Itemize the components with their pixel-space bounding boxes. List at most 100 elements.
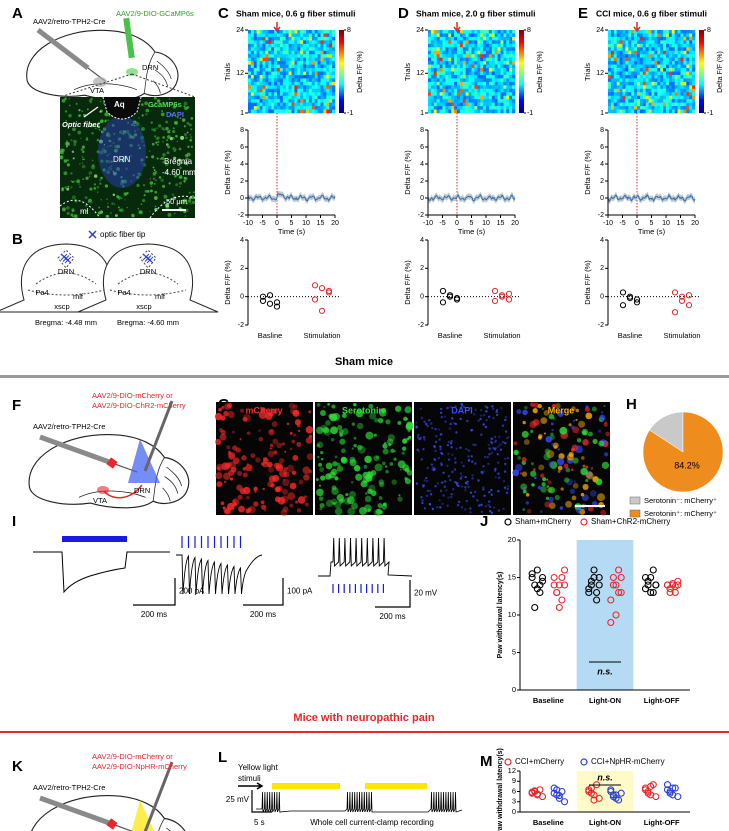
micrograph-cell xyxy=(165,161,168,164)
micrograph-cell xyxy=(434,440,438,444)
heatmap-image xyxy=(660,74,664,79)
heatmap-image xyxy=(282,36,286,41)
micrograph-cell xyxy=(585,471,594,480)
heatmap-image xyxy=(459,50,464,55)
heatmap-image xyxy=(506,68,510,72)
label: Aq xyxy=(114,100,125,109)
micrograph-cell xyxy=(447,496,450,499)
heatmap-image xyxy=(628,109,632,114)
heatmap-image xyxy=(442,61,446,65)
micrograph-cell xyxy=(98,206,101,209)
heatmap-image xyxy=(509,43,513,48)
heatmap-image xyxy=(308,61,313,65)
heatmap-image xyxy=(439,54,443,58)
heatmap-image xyxy=(274,88,278,93)
dot xyxy=(259,293,267,300)
heatmap-image xyxy=(306,81,310,86)
micrograph-cell xyxy=(375,508,382,515)
heatmap-image xyxy=(663,40,667,45)
micrograph-cell xyxy=(421,499,424,502)
heatmap-image xyxy=(651,106,655,110)
dot xyxy=(612,791,620,799)
heatmap-image xyxy=(268,68,272,72)
tick-label: 0 xyxy=(455,220,459,227)
micrograph-cell xyxy=(172,105,177,109)
heatmap-image xyxy=(671,88,675,93)
heatmap-image xyxy=(259,71,263,76)
micrograph-cell xyxy=(269,447,272,450)
heatmap-image xyxy=(282,74,286,79)
heatmap-image xyxy=(486,57,490,62)
heatmap-image xyxy=(668,43,673,48)
micrograph-cell xyxy=(357,444,363,451)
heatmap-image xyxy=(477,54,481,58)
heatmap-image xyxy=(512,88,516,93)
heatmap-image xyxy=(306,57,310,62)
heatmap-image xyxy=(660,30,664,34)
heatmap-image xyxy=(654,47,658,52)
heatmap-image xyxy=(494,50,498,55)
colorbar xyxy=(699,30,704,113)
micrograph-cell xyxy=(474,443,477,447)
heatmap-image xyxy=(433,74,437,79)
heatmap-image xyxy=(480,57,484,62)
tick-label: -5 xyxy=(439,220,445,227)
heatmap-image xyxy=(271,92,275,97)
heatmap-image xyxy=(317,40,321,45)
heatmap-image xyxy=(494,64,498,69)
heatmap-image xyxy=(639,88,644,93)
heatmap-image xyxy=(248,61,252,65)
micrograph-cell xyxy=(291,439,296,444)
micrograph-cell xyxy=(91,132,94,135)
micrograph-cell xyxy=(183,125,186,128)
optic-fiber xyxy=(143,400,174,472)
micrograph-cell xyxy=(237,470,243,476)
micrograph-cell xyxy=(546,478,549,481)
heatmap-image xyxy=(459,81,464,86)
heatmap-image xyxy=(442,95,446,100)
micrograph-cell xyxy=(484,425,488,429)
heatmap-image xyxy=(506,78,510,83)
micrograph-cell xyxy=(98,128,101,131)
dot xyxy=(674,793,682,801)
micrograph-cell xyxy=(122,133,125,136)
heatmap-image xyxy=(465,99,469,103)
heatmap-image xyxy=(428,43,432,48)
micrograph-cell xyxy=(501,441,505,444)
heatmap-image xyxy=(323,30,327,34)
micrograph-cell xyxy=(460,461,463,464)
heatmap-image xyxy=(474,99,478,103)
heatmap-image xyxy=(686,61,690,65)
micrograph-cell xyxy=(565,500,572,508)
heatmap-image xyxy=(651,88,655,93)
micrograph-cell xyxy=(503,470,507,473)
heatmap-image xyxy=(265,47,269,52)
heatmap-image xyxy=(648,50,652,55)
micrograph-cell xyxy=(172,147,176,151)
micrograph-cell xyxy=(66,187,70,191)
micrograph-cell xyxy=(188,197,192,200)
micrograph-cell xyxy=(315,478,319,481)
dot xyxy=(685,302,693,309)
heatmap-image xyxy=(488,92,493,97)
heatmap-image xyxy=(503,64,507,69)
micrograph-cell xyxy=(487,500,491,503)
micrograph-cell xyxy=(165,126,169,131)
micrograph-cell xyxy=(406,470,413,476)
heatmap-image xyxy=(654,61,658,65)
heatmap-image xyxy=(480,109,484,114)
micrograph-cell xyxy=(155,141,158,144)
heatmap-image xyxy=(248,78,252,83)
heatmap-image xyxy=(622,43,626,48)
micrograph-cell xyxy=(568,423,572,427)
heatmap-image xyxy=(491,43,495,48)
heatmap-image xyxy=(634,57,638,62)
micrograph-cell xyxy=(557,410,564,417)
heatmap-image xyxy=(642,43,646,48)
micrograph-cell xyxy=(276,485,283,492)
micrograph-cell xyxy=(416,448,419,451)
heatmap-image xyxy=(326,109,330,114)
heatmap-image xyxy=(651,30,655,34)
heatmap-image xyxy=(616,92,620,97)
heatmap-image xyxy=(291,106,295,110)
